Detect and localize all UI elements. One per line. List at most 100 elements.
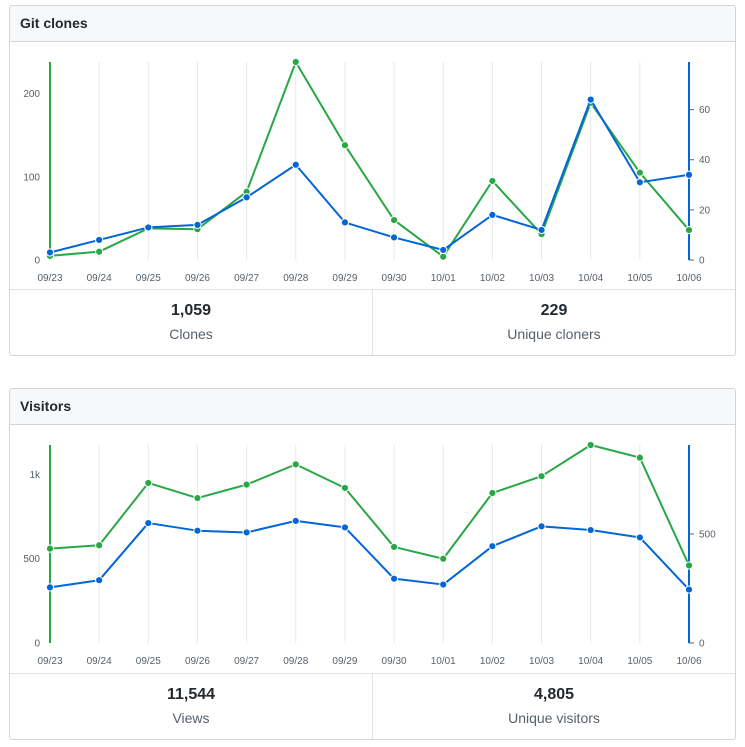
views-point [439,554,448,563]
unique-cloners-stat: 229 Unique cloners [372,290,735,355]
views-stat: 11,544 Views [10,674,372,739]
x-tick-label: 09/28 [283,273,308,284]
visitors-stats: 11,544 Views 4,805 Unique visitors [10,673,735,739]
right-y-tick-label: 0 [699,256,705,267]
unique-cloners-series-line [49,98,690,254]
x-tick-label: 09/26 [185,273,210,284]
unique-visitors-point [193,526,202,535]
unique-visitors-point [389,574,399,583]
views-point [242,480,251,489]
unique-visitors-point [635,533,644,542]
views-point [537,472,546,481]
unique-cloners-point [537,225,546,235]
x-tick-label: 09/29 [332,273,357,284]
x-tick-label: 10/05 [627,273,652,284]
unique-cloners-point [635,178,644,187]
clones-point [635,168,644,177]
unique-cloners-point [95,235,104,245]
x-tick-label: 09/26 [185,656,210,667]
unique-visitors-point [291,516,300,525]
unique-cloners-point [340,218,350,227]
unique-cloners-point [242,193,251,202]
right-y-tick-label: 60 [699,105,711,116]
views-point [340,483,350,493]
left-y-tick-label: 1k [29,470,41,481]
views-point [586,440,595,450]
views-label: Views [172,710,210,726]
unique-cloners-point [586,95,595,104]
unique-visitors-point [684,585,694,594]
git-clones-title: Git clones [10,6,735,42]
clones-point [340,141,350,150]
right-y-tick-label: 0 [699,639,705,650]
left-y-tick-label: 100 [23,172,40,183]
unique-cloners-point [144,223,153,232]
left-y-tick-label: 0 [34,256,40,267]
unique-cloners-point [389,233,399,242]
x-tick-label: 10/03 [529,273,554,284]
x-tick-label: 09/27 [234,656,259,667]
x-tick-label: 09/24 [87,656,112,667]
unique-visitors-point [242,528,251,537]
clones-point [95,247,104,256]
x-tick-label: 09/23 [37,273,62,284]
x-tick-label: 09/23 [37,656,62,667]
clones-point [684,225,694,235]
views-point [291,460,300,469]
x-tick-label: 10/02 [480,656,505,667]
x-tick-label: 10/01 [431,273,456,284]
x-tick-label: 10/01 [431,656,456,667]
unique-cloners-count: 229 [540,302,568,319]
x-tick-label: 10/05 [627,656,652,667]
unique-cloners-point [45,248,55,257]
unique-visitors-point [537,522,546,531]
right-y-tick-label: 40 [699,155,711,166]
visitors-chart: 09/23 09/24 09/25 09/26 09/27 09/28 09/29 09/30… [23,440,716,667]
views-point [45,544,55,553]
clones-point [291,57,300,67]
right-y-tick-label: 500 [699,529,716,540]
x-tick-label: 10/06 [676,656,701,667]
unique-visitors-point [45,583,55,592]
unique-cloners-point [193,220,202,230]
x-tick-label: 09/27 [234,273,259,284]
x-tick-label: 09/29 [332,656,357,667]
clones-label: Clones [169,326,213,342]
views-point [144,478,153,488]
unique-visitors-point [144,518,153,528]
views-point [193,493,202,503]
views-point [389,542,399,552]
clones-count: 1,059 [170,302,212,319]
x-tick-label: 09/28 [283,656,308,667]
git-clones-stats: 1,059 Clones 229 Unique cloners [10,289,735,355]
unique-cloners-point [439,245,448,255]
clones-point [488,176,497,186]
x-tick-label: 09/25 [136,273,161,284]
views-point [684,561,694,570]
clones-point [389,215,399,225]
unique-visitors-point [586,525,595,535]
left-y-tick-label: 0 [34,639,40,650]
unique-visitors-count: 4,805 [533,686,575,703]
unique-cloners-label: Unique cloners [507,326,601,342]
unique-visitors-point [488,542,497,551]
git-clones-chart-area: 09/23 09/24 09/25 09/26 09/27 09/28 09/29 09/30… [10,42,735,290]
x-tick-label: 09/30 [382,656,407,667]
unique-cloners-point [291,160,300,169]
unique-visitors-point [95,576,104,585]
x-tick-label: 10/02 [480,273,505,284]
left-y-tick-label: 200 [23,89,40,100]
x-tick-label: 10/04 [578,656,603,667]
unique-visitors-series-line [49,519,690,591]
x-tick-label: 09/24 [87,273,112,284]
unique-cloners-point [684,170,694,179]
unique-visitors-stat: 4,805 Unique visitors [372,674,735,739]
unique-visitors-point [439,580,448,589]
git-clones-chart: 09/23 09/24 09/25 09/26 09/27 09/28 09/29 09/30… [23,57,711,284]
unique-visitors-label: Unique visitors [508,710,600,726]
x-tick-label: 10/06 [676,273,701,284]
views-point [488,488,497,498]
x-tick-label: 09/25 [136,656,161,667]
views-point [95,541,104,550]
visitors-panel: Visitors 09/23 09/24 09/25 09/26 09/27 09/28 0… [9,388,736,740]
